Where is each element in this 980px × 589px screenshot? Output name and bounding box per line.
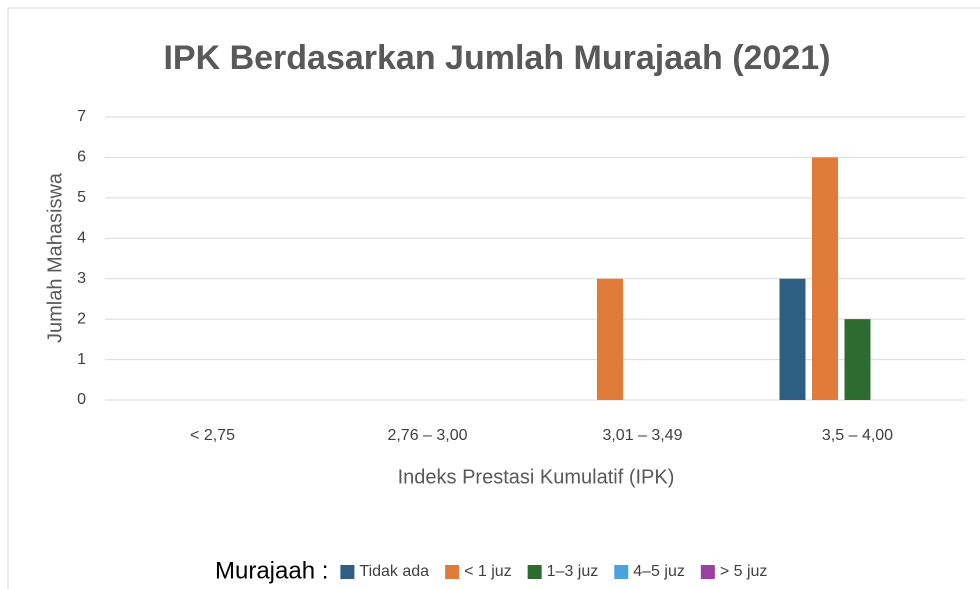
bar (812, 157, 838, 400)
y-axis-title: Jumlah Mahasiswa (44, 172, 66, 343)
y-tick-label: 3 (77, 270, 86, 287)
x-tick-label: < 2,75 (190, 427, 235, 444)
legend-label: 1–3 juz (547, 563, 599, 580)
y-tick-label: 6 (77, 149, 86, 166)
legend-swatch (445, 565, 460, 579)
legend-label: > 5 juz (720, 563, 768, 580)
legend-label: < 1 juz (464, 563, 512, 580)
x-axis-title: Indeks Prestasi Kumulatif (IPK) (398, 466, 675, 488)
bar (597, 278, 623, 400)
legend-label: Tidak ada (359, 563, 429, 580)
legend-title: Murajaah : (215, 557, 328, 584)
legend-swatch (340, 565, 355, 579)
chart-title: IPK Berdasarkan Jumlah Murajaah (2021) (163, 39, 830, 77)
legend-swatch (700, 565, 715, 579)
legend-label: 4–5 juz (633, 563, 685, 580)
bar (779, 278, 806, 400)
legend-swatch (527, 565, 542, 579)
y-tick-label: 2 (77, 310, 86, 327)
y-tick-label: 4 (77, 230, 86, 247)
y-tick-label: 7 (77, 108, 86, 125)
x-tick-label: 2,76 – 3,00 (387, 427, 467, 444)
y-tick-label: 5 (77, 189, 86, 206)
bar (844, 319, 871, 400)
y-tick-label: 0 (77, 391, 86, 408)
legend-swatch (614, 565, 629, 579)
x-tick-label: 3,01 – 3,49 (602, 427, 682, 444)
y-tick-label: 1 (77, 351, 86, 368)
x-tick-label: 3,5 – 4,00 (822, 427, 893, 444)
